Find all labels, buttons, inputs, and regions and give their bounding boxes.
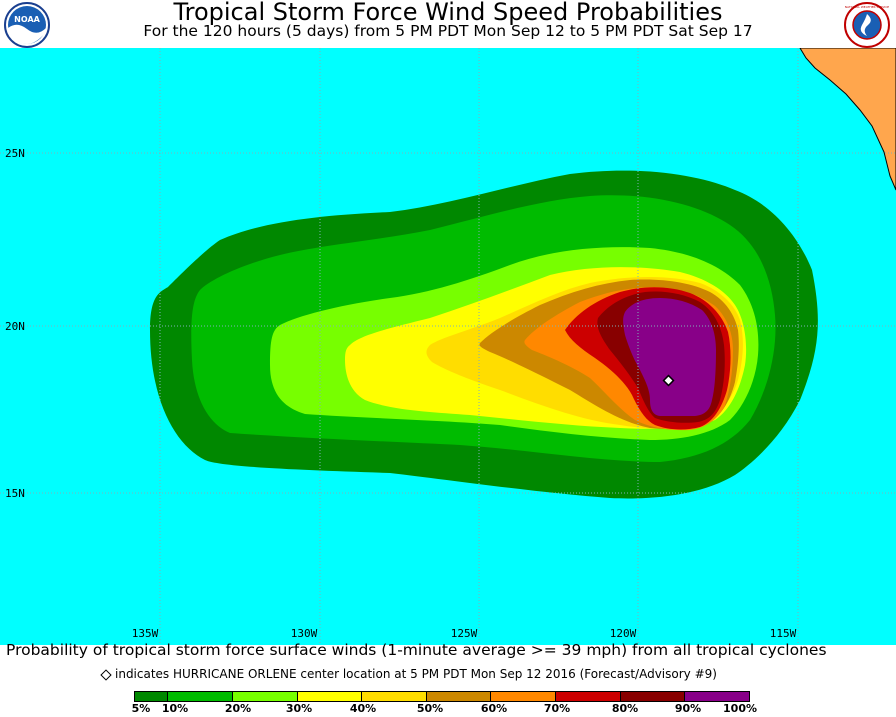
legend-box-20-30: [232, 691, 298, 702]
lon-label-120w: 120W: [610, 627, 637, 640]
map-caption: Probability of tropical storm force surf…: [6, 641, 827, 659]
legend-label: 10%: [161, 702, 189, 715]
noaa-logo: NOAA: [4, 2, 50, 48]
lon-label-115w: 115W: [770, 627, 797, 640]
prob-contour-90: [623, 298, 716, 416]
legend-box-10-20: [167, 691, 233, 702]
probability-map: 135W 130W 125W 120W 115W 25N 20N 15N: [0, 47, 896, 645]
legend-label: 100%: [723, 702, 757, 715]
legend-label: 80%: [611, 702, 639, 715]
legend-label: 40%: [349, 702, 377, 715]
lon-label-125w: 125W: [451, 627, 478, 640]
graticule: [0, 48, 896, 645]
map-canvas: 135W 130W 125W 120W 115W 25N 20N 15N: [0, 47, 896, 645]
noaa-logo-text: NOAA: [14, 15, 40, 24]
longitude-labels: 135W 130W 125W 120W 115W: [132, 627, 797, 640]
legend-label: 30%: [285, 702, 313, 715]
legend-box-50-60: [426, 691, 491, 702]
diamond-marker-icon: [100, 669, 112, 681]
baja-california-land: [799, 47, 896, 191]
legend-box-90-100: [684, 691, 750, 702]
lon-label-135w: 135W: [132, 627, 159, 640]
latitude-labels: 25N 20N 15N: [5, 147, 25, 500]
nws-logo-text: NATIONAL WEATHER SERVICE: [845, 5, 890, 9]
legend-box-30-40: [297, 691, 362, 702]
legend-label: 5%: [131, 702, 151, 715]
storm-center-note-text: indicates HURRICANE ORLENE center locati…: [115, 667, 717, 681]
legend-label: 50%: [416, 702, 444, 715]
lat-label-25n: 25N: [5, 147, 25, 160]
storm-center-marker: [662, 374, 675, 387]
legend-box-70-80: [555, 691, 621, 702]
legend-label: 60%: [480, 702, 508, 715]
footer: Probability of tropical storm force surf…: [0, 641, 896, 717]
legend-box-40-50: [361, 691, 427, 702]
header: NOAA Tropical Storm Force Wind Speed Pro…: [0, 0, 896, 48]
legend-box-80-90: [620, 691, 685, 702]
nws-logo: NATIONAL WEATHER SERVICE: [844, 2, 890, 48]
probability-legend: [134, 691, 753, 702]
legend-box-60-70: [490, 691, 556, 702]
lat-label-15n: 15N: [5, 487, 25, 500]
page-subtitle: For the 120 hours (5 days) from 5 PM PDT…: [143, 22, 753, 40]
legend-label: 20%: [224, 702, 252, 715]
legend-label: 90%: [674, 702, 702, 715]
lon-label-130w: 130W: [291, 627, 318, 640]
legend-label: 70%: [543, 702, 571, 715]
lat-label-20n: 20N: [5, 320, 25, 333]
legend-box-5-10: [134, 691, 168, 702]
page-title: Tropical Storm Force Wind Speed Probabil…: [173, 0, 723, 26]
legend-labels: 5% 10% 20% 30% 40% 50% 60% 70% 80% 90% 1…: [0, 703, 896, 717]
